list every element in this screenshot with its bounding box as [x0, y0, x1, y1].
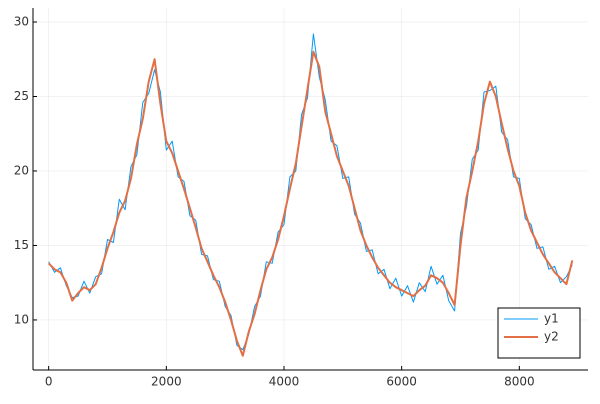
data-line	[47, 50, 574, 357]
y-tick-label: 20	[14, 163, 29, 177]
y-tick-label: 25	[14, 89, 29, 103]
x-tick-label: 4000	[269, 375, 300, 389]
legend-label: y1	[544, 312, 559, 326]
x-tick-label: 0	[45, 375, 53, 389]
y-tick-label: 30	[14, 15, 29, 29]
y-tick-label: 10	[14, 312, 29, 326]
y-tick-label: 15	[14, 238, 29, 252]
legend-label: y2	[544, 330, 559, 344]
x-tick-label: 6000	[386, 375, 417, 389]
x-tick-label: 8000	[504, 375, 535, 389]
x-tick-label: 2000	[151, 375, 182, 389]
legend-box	[497, 307, 581, 359]
